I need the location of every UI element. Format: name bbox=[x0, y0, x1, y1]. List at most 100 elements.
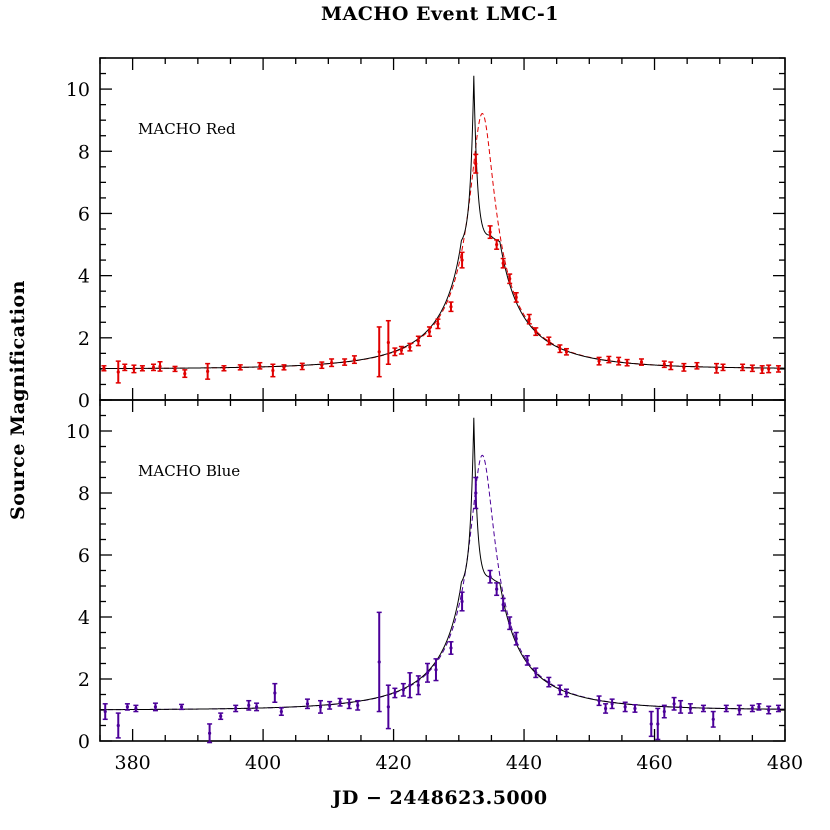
data-marker bbox=[558, 347, 562, 351]
data-marker bbox=[474, 162, 478, 166]
data-point bbox=[139, 365, 145, 372]
data-marker bbox=[151, 365, 156, 369]
data-point bbox=[622, 701, 628, 713]
data-marker bbox=[474, 491, 478, 495]
data-point bbox=[557, 344, 563, 354]
data-marker bbox=[125, 705, 129, 709]
panel-macho-blue: 0 2 4 6 8 10 MACHO Blue bbox=[66, 399, 786, 753]
data-point bbox=[415, 335, 421, 347]
data-marker bbox=[750, 706, 754, 711]
data-marker bbox=[558, 688, 562, 692]
data-point bbox=[500, 597, 506, 612]
x-tick-label: 420 bbox=[375, 752, 411, 774]
data-point bbox=[329, 358, 335, 368]
data-point bbox=[131, 364, 137, 374]
data-marker bbox=[534, 330, 538, 334]
data-point bbox=[124, 703, 130, 711]
data-point bbox=[487, 225, 493, 240]
data-point bbox=[700, 704, 706, 713]
data-marker bbox=[247, 703, 251, 707]
y-tick-label: 8 bbox=[78, 483, 90, 505]
data-marker bbox=[625, 361, 629, 365]
panels-group: 0 2 4 6 8 10 MACHO Red 0 2 4 6 8 10 MACHO Blue 380 400 4… bbox=[66, 57, 803, 774]
data-marker bbox=[760, 367, 764, 372]
data-point bbox=[603, 703, 609, 714]
data-point bbox=[494, 239, 500, 250]
data-point bbox=[563, 688, 569, 698]
data-point bbox=[723, 704, 729, 713]
data-point bbox=[133, 704, 139, 713]
data-marker bbox=[617, 359, 621, 363]
data-point bbox=[254, 702, 260, 712]
data-point bbox=[759, 365, 765, 375]
data-marker bbox=[776, 706, 781, 711]
data-point bbox=[694, 361, 700, 370]
point-lens-model-curve bbox=[100, 454, 785, 711]
data-marker bbox=[386, 705, 390, 709]
data-marker bbox=[672, 702, 676, 706]
data-marker bbox=[347, 702, 351, 706]
data-marker bbox=[352, 357, 357, 362]
data-point bbox=[207, 723, 213, 744]
data-point bbox=[448, 301, 454, 313]
data-marker bbox=[234, 706, 238, 711]
data-marker bbox=[564, 691, 569, 695]
data-point bbox=[563, 347, 569, 356]
data-marker bbox=[343, 360, 347, 364]
data-point bbox=[182, 369, 188, 379]
data-marker bbox=[123, 365, 127, 369]
data-point bbox=[272, 682, 278, 703]
data-point bbox=[299, 362, 305, 371]
data-marker bbox=[140, 366, 145, 370]
data-point bbox=[400, 682, 406, 697]
data-marker bbox=[633, 706, 637, 711]
data-marker bbox=[679, 705, 683, 709]
data-point bbox=[775, 704, 781, 713]
data-point bbox=[668, 361, 674, 371]
data-point bbox=[473, 476, 479, 510]
data-marker bbox=[767, 708, 771, 712]
data-point bbox=[398, 345, 404, 355]
data-point bbox=[304, 698, 310, 710]
data-point bbox=[473, 153, 479, 174]
data-marker bbox=[639, 360, 644, 364]
data-marker bbox=[603, 706, 608, 711]
data-marker bbox=[656, 722, 660, 726]
y-tick-label: 6 bbox=[78, 203, 90, 225]
data-marker bbox=[547, 680, 551, 684]
data-point bbox=[648, 710, 654, 738]
data-marker bbox=[662, 709, 666, 714]
data-point bbox=[115, 712, 121, 739]
data-point bbox=[609, 698, 615, 710]
data-point bbox=[435, 318, 441, 330]
data-point bbox=[205, 362, 211, 380]
data-point bbox=[546, 676, 552, 688]
data-marker bbox=[305, 702, 310, 706]
x-tick-label: 440 bbox=[506, 752, 542, 774]
data-marker bbox=[377, 660, 381, 664]
x-tick-label: 380 bbox=[114, 752, 150, 774]
data-point bbox=[433, 658, 439, 682]
data-marker bbox=[495, 242, 499, 247]
data-point bbox=[122, 363, 128, 372]
data-marker bbox=[338, 700, 342, 704]
data-marker bbox=[534, 671, 538, 675]
data-marker bbox=[356, 703, 360, 707]
data-point bbox=[557, 684, 563, 696]
data-point bbox=[257, 361, 263, 370]
data-point bbox=[376, 611, 382, 713]
data-marker bbox=[767, 367, 771, 371]
data-marker bbox=[488, 575, 492, 579]
data-point bbox=[500, 257, 506, 269]
binary-lens-model-curve bbox=[100, 417, 785, 711]
data-point bbox=[513, 291, 519, 303]
data-marker bbox=[460, 258, 464, 262]
x-tick-label: 460 bbox=[636, 752, 672, 774]
y-tick-label: 4 bbox=[78, 266, 90, 288]
y-tick-label: 0 bbox=[78, 390, 90, 412]
panel-label: MACHO Red bbox=[138, 120, 236, 138]
data-point bbox=[736, 704, 742, 716]
data-point bbox=[710, 710, 716, 728]
panel-frame bbox=[99, 399, 786, 742]
data-point bbox=[246, 699, 252, 711]
